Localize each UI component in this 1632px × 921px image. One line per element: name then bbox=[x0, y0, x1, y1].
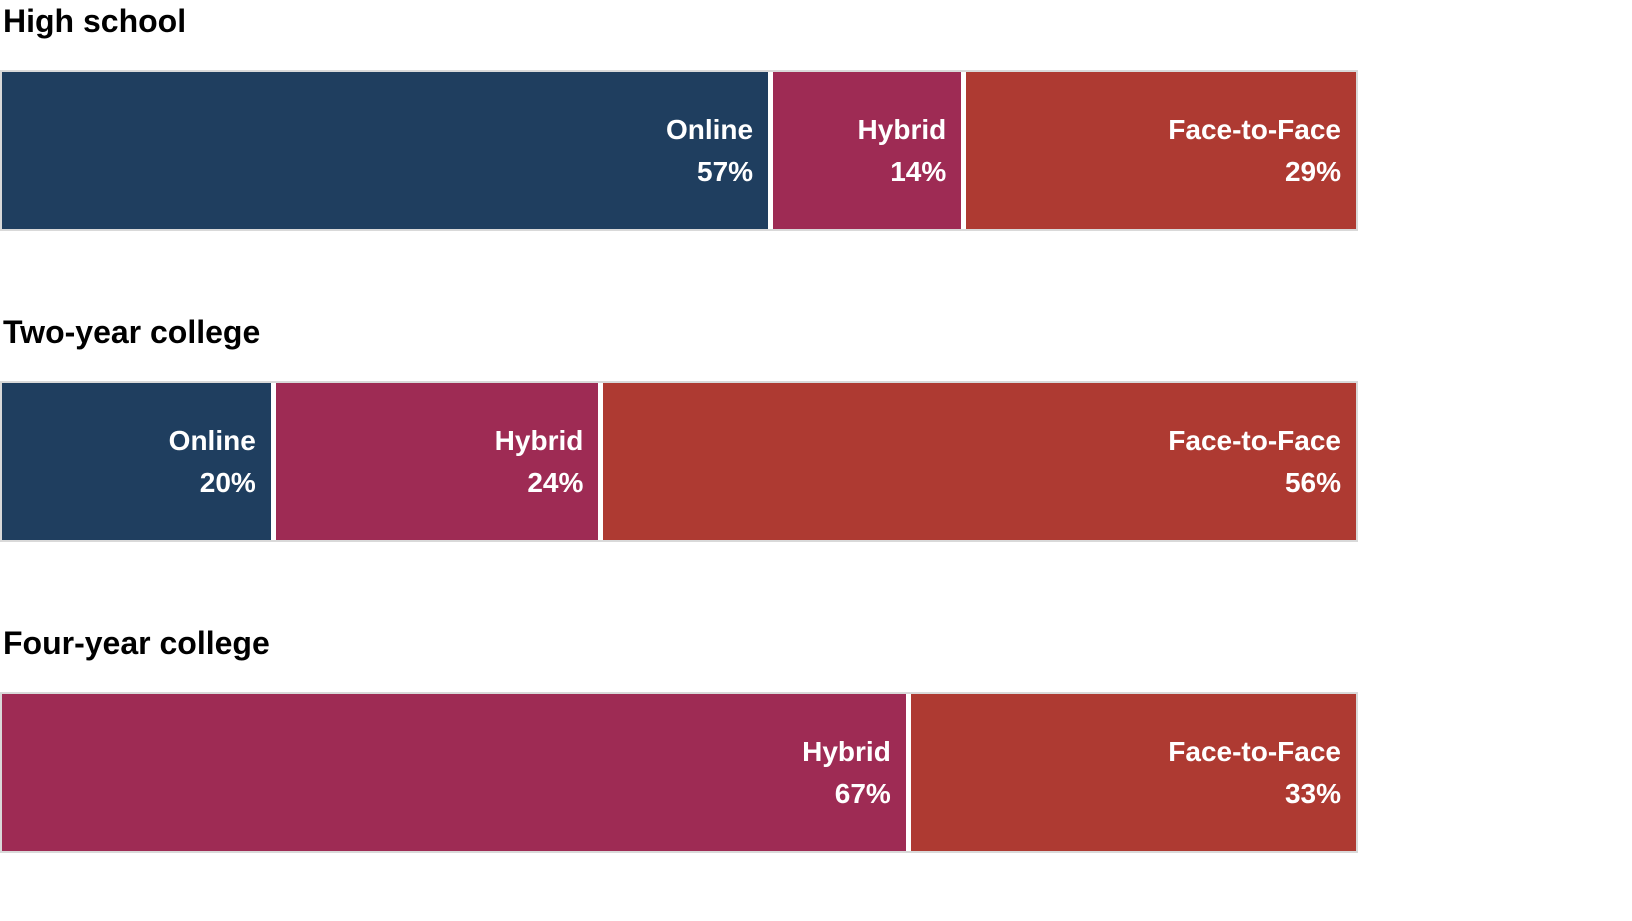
bar-segment-online: Online 20% bbox=[2, 383, 271, 540]
bar-segment-hybrid: Hybrid 24% bbox=[270, 383, 599, 540]
segment-name-label: Online bbox=[168, 424, 256, 456]
segment-value-label: 67% bbox=[834, 777, 891, 809]
chart-section-two-year-college: Two-year college Online 20% Hybrid 24% Face-t… bbox=[0, 313, 1632, 542]
bar-segment-face-to-face: Face-to-Face 29% bbox=[961, 72, 1356, 229]
stacked-bar: Online 20% Hybrid 24% Face-to-Face 56% bbox=[0, 381, 1358, 542]
group-title: Four-year college bbox=[3, 625, 270, 661]
segment-value-label: 57% bbox=[697, 155, 754, 187]
segment-name-label: Hybrid bbox=[494, 424, 584, 456]
segment-name-label: Hybrid bbox=[857, 113, 947, 145]
segment-value-label: 20% bbox=[199, 466, 256, 498]
bar-segment-face-to-face: Face-to-Face 33% bbox=[905, 694, 1356, 851]
stacked-bar: Hybrid 67% Face-to-Face 33% bbox=[0, 692, 1358, 853]
group-title: Two-year college bbox=[3, 314, 261, 350]
bar-segment-hybrid: Hybrid 67% bbox=[2, 694, 906, 851]
chart-section-four-year-college: Four-year college Hybrid 67% Face-to-Face 33… bbox=[0, 624, 1632, 853]
stacked-bar-chart-collection: High school Online 57% Hybrid 14% Face-to-Fac… bbox=[0, 2, 1632, 853]
group-title: High school bbox=[3, 3, 187, 39]
segment-value-label: 14% bbox=[890, 155, 947, 187]
bar-segment-hybrid: Hybrid 14% bbox=[768, 72, 962, 229]
bar-segment-online: Online 57% bbox=[2, 72, 769, 229]
stacked-bar: Online 57% Hybrid 14% Face-to-Face 29% bbox=[0, 70, 1358, 231]
chart-section-high-school: High school Online 57% Hybrid 14% Face-to-Fac… bbox=[0, 2, 1632, 231]
segment-name-label: Online bbox=[665, 113, 754, 145]
bar-segment-face-to-face: Face-to-Face 56% bbox=[598, 383, 1356, 540]
segment-name-label: Face-to-Face bbox=[1168, 735, 1341, 767]
segment-value-label: 24% bbox=[527, 466, 584, 498]
segment-value-label: 33% bbox=[1284, 777, 1341, 809]
segment-name-label: Face-to-Face bbox=[1168, 113, 1341, 145]
segment-value-label: 56% bbox=[1284, 466, 1341, 498]
segment-value-label: 29% bbox=[1284, 155, 1341, 187]
segment-name-label: Hybrid bbox=[802, 735, 891, 767]
segment-name-label: Face-to-Face bbox=[1168, 424, 1341, 456]
